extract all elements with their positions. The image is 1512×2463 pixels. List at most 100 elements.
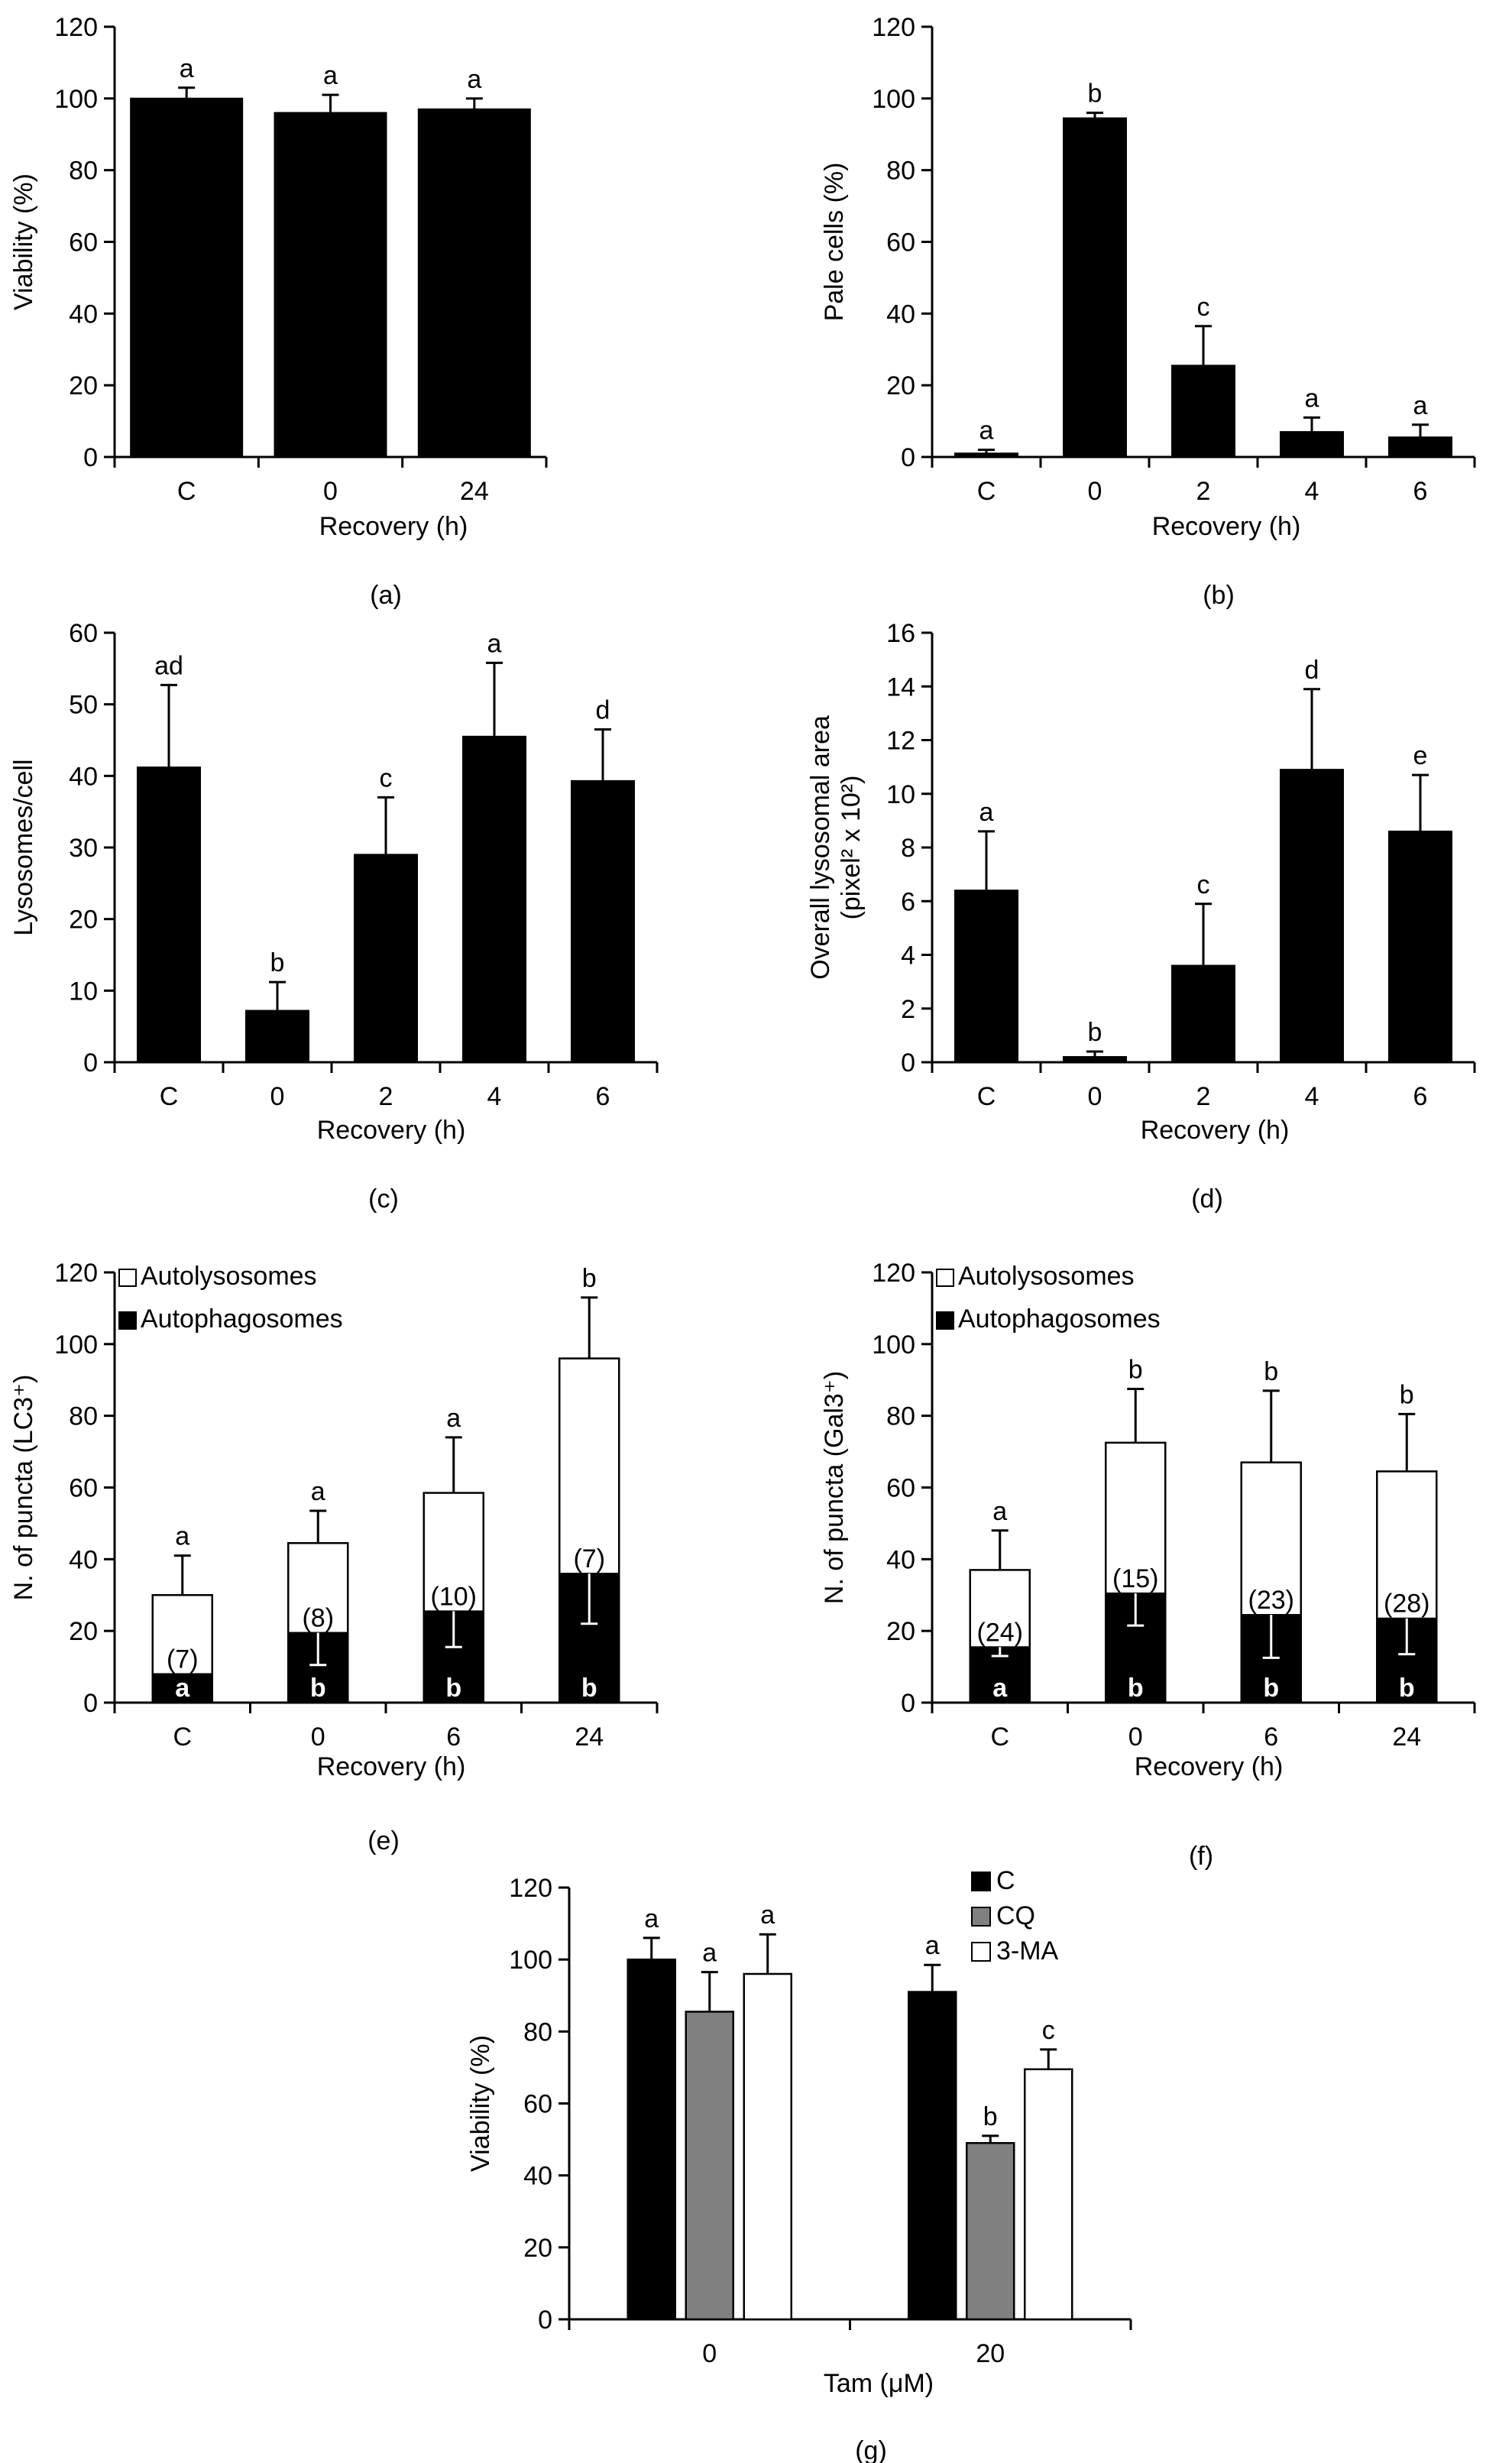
legend-swatch-autophagosomes xyxy=(936,1311,954,1330)
y-tick-label: 30 xyxy=(69,834,98,863)
legend-swatch xyxy=(971,1872,991,1891)
x-tick-label: C xyxy=(990,1722,1009,1752)
y-tick-label: 6 xyxy=(901,887,915,916)
y-tick-label: 0 xyxy=(83,1048,98,1078)
bar-3-ma xyxy=(1024,2068,1073,2321)
y-tick-label: 8 xyxy=(901,834,915,863)
chart-b: 0 20 40 60 80 100 120 a b c a a C 0 2 4 6 Recovery (h) (b)… xyxy=(820,13,1476,610)
bar xyxy=(571,779,635,1063)
x-tick-label: 2 xyxy=(1196,477,1211,506)
y-tick-label: 120 xyxy=(54,1259,98,1288)
significance-letter-inner: b xyxy=(1128,1674,1144,1703)
significance-letter: e xyxy=(1413,741,1428,770)
x-tick-label: 6 xyxy=(596,1082,610,1111)
significance-letter-inner: b xyxy=(581,1674,597,1703)
y-axis-label: Lysosomes/cell xyxy=(9,759,38,935)
x-tick-label: 6 xyxy=(1413,1082,1428,1111)
legend-label: Autolysosomes xyxy=(141,1262,317,1291)
legend-label: 3-MA xyxy=(996,1936,1059,1966)
y-tick-label: 10 xyxy=(69,977,98,1006)
x-tick-label: 6 xyxy=(446,1722,461,1752)
y-tick-label: 0 xyxy=(83,443,98,472)
significance-letter: b xyxy=(1264,1357,1278,1386)
legend-swatch xyxy=(971,1907,991,1927)
significance-letter: a xyxy=(1305,384,1319,413)
n-annotation: (10) xyxy=(431,1582,477,1611)
x-tick-label: 2 xyxy=(1196,1082,1211,1111)
y-tick-label: 50 xyxy=(69,691,98,720)
y-tick-label: 20 xyxy=(886,1617,915,1646)
significance-letter: a xyxy=(180,54,194,83)
y-axis-label-units: (pixel² x 10²) xyxy=(837,776,866,920)
y-axis-label: Overall lysosomal area xyxy=(806,715,835,980)
significance-letter-inner: b xyxy=(1263,1674,1279,1703)
x-tick-label: 0 xyxy=(1128,1722,1143,1752)
x-axis-label: Tam (μM) xyxy=(824,2369,934,2398)
y-tick-label: 20 xyxy=(886,371,915,400)
x-tick-label: 0 xyxy=(323,477,338,506)
y-tick-label: 80 xyxy=(523,2017,552,2047)
x-tick-label: 0 xyxy=(1088,1082,1102,1111)
significance-letter: d xyxy=(1305,656,1319,685)
n-annotation: (24) xyxy=(977,1618,1023,1647)
legend-swatch-autolysosomes xyxy=(936,1269,954,1287)
y-tick-label: 80 xyxy=(886,1402,915,1431)
significance-letter: a xyxy=(487,629,502,658)
bar-autophagosomes xyxy=(559,1573,620,1704)
y-tick-label: 60 xyxy=(69,619,98,648)
bar xyxy=(1280,769,1344,1063)
significance-letter-inner: a xyxy=(175,1674,190,1703)
bar xyxy=(1388,436,1452,459)
significance-letter: b xyxy=(582,1264,597,1293)
bar-cq xyxy=(966,2142,1015,2321)
chart-e: 020406080100120aa(7)ab(8)ab(10)bb(7)Auto… xyxy=(9,1259,659,1855)
y-axis-label: N. of puncta (Gal3⁺) xyxy=(820,1371,849,1604)
significance-letter: c xyxy=(1042,2016,1055,2045)
significance-letter: a xyxy=(992,1497,1007,1526)
legend-swatch xyxy=(971,1942,991,1962)
significance-letter: c xyxy=(1197,293,1210,322)
significance-letter: a xyxy=(311,1477,325,1506)
legend-label: Autophagosomes xyxy=(958,1304,1161,1334)
y-tick-label: 16 xyxy=(886,619,915,648)
y-tick-label: 80 xyxy=(886,157,915,186)
x-tick-label: 24 xyxy=(460,477,489,506)
y-tick-label: 40 xyxy=(69,762,98,791)
significance-letter-inner: b xyxy=(310,1674,326,1703)
y-tick-label: 2 xyxy=(901,995,915,1024)
y-tick-label: 0 xyxy=(901,1689,915,1718)
x-axis-label: Recovery (h) xyxy=(319,512,468,541)
panel-label: (g) xyxy=(855,2436,887,2463)
x-tick-label: 4 xyxy=(487,1082,502,1111)
panel-label: (d) xyxy=(1191,1185,1223,1214)
y-axis-label: Pale cells (%) xyxy=(820,163,849,322)
chart-d: 0 2 4 6 8 10 12 14 16 a b c d e C 0 2 4 6 Recovery (h) (d) Ov… xyxy=(806,619,1476,1214)
panel-label: (b) xyxy=(1203,581,1235,610)
significance-letter: a xyxy=(1413,391,1428,420)
panel-label: (c) xyxy=(368,1185,399,1214)
panel-label: (f) xyxy=(1189,1842,1213,1871)
y-tick-label: 60 xyxy=(886,228,915,258)
y-axis-label: N. of puncta (LC3⁺) xyxy=(9,1375,38,1601)
x-tick-label: 0 xyxy=(702,2339,717,2368)
significance-letter: a xyxy=(467,65,481,94)
y-tick-label: 40 xyxy=(69,1545,98,1574)
n-annotation: (15) xyxy=(1112,1564,1158,1593)
panel-label: (a) xyxy=(370,581,402,610)
y-tick-label: 100 xyxy=(54,85,98,114)
bar xyxy=(954,452,1018,459)
significance-letter: a xyxy=(644,1904,659,1933)
bar xyxy=(954,890,1018,1063)
y-tick-label: 4 xyxy=(901,941,915,971)
bar xyxy=(462,735,526,1063)
significance-letter: b xyxy=(983,2102,998,2131)
y-tick-label: 60 xyxy=(69,228,98,258)
significance-letter: b xyxy=(1088,79,1102,109)
y-tick-label: 10 xyxy=(886,780,915,809)
bar xyxy=(1280,431,1344,458)
significance-letter: a xyxy=(702,1939,717,1968)
significance-letter: b xyxy=(1088,1018,1102,1047)
significance-letter-inner: a xyxy=(992,1674,1008,1703)
